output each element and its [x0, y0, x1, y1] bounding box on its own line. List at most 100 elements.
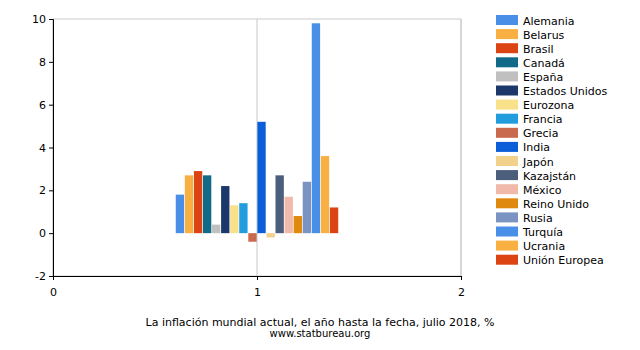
legend-swatch: [496, 71, 518, 81]
grid-line: [461, 19, 462, 276]
legend-swatch: [496, 29, 518, 39]
legend-label: Belarus: [523, 29, 565, 42]
tick: 2: [39, 184, 53, 197]
legend-item: Reino Unido: [496, 198, 589, 211]
legend-label: Japón: [522, 156, 554, 169]
bar: [185, 175, 193, 233]
tick-mark: [49, 19, 53, 20]
tick-label: 4: [39, 142, 46, 155]
bar: [239, 203, 247, 233]
tick-label: 0: [39, 227, 46, 240]
legend-label: Rusia: [523, 212, 553, 225]
bars: [176, 23, 338, 241]
bar: [303, 182, 311, 233]
tick-mark: [49, 190, 53, 191]
tick-label: -2: [35, 270, 46, 283]
bar: [230, 205, 238, 233]
legend-label: Alemania: [523, 15, 575, 28]
legend-item: Estados Unidos: [496, 85, 607, 98]
grid: [53, 19, 461, 276]
tick-mark: [49, 105, 53, 106]
tick-label: 8: [39, 56, 46, 69]
bar: [203, 175, 211, 233]
bar: [212, 225, 220, 234]
legend-label: Eurozona: [523, 99, 574, 112]
axis-line: [49, 20, 54, 277]
tick-label: 2: [458, 286, 465, 299]
tick-mark: [53, 276, 54, 280]
y-axis: -2 0 2 4 6 8 10: [32, 13, 54, 283]
tick-label: 0: [50, 286, 57, 299]
legend-item: Eurozona: [496, 99, 574, 112]
bar: [275, 175, 283, 233]
legend-item: Alemania: [496, 15, 575, 28]
tick: 0: [39, 227, 53, 240]
legend-label: Francia: [523, 113, 563, 126]
axis-line: [54, 277, 462, 281]
legend-label: España: [523, 71, 563, 84]
bar: [330, 207, 338, 233]
tick: 4: [39, 142, 53, 155]
tick: 10: [32, 13, 53, 26]
tick-label: 10: [32, 13, 46, 26]
legend-item: Grecia: [496, 127, 558, 140]
bar: [312, 23, 320, 233]
legend-swatch: [496, 241, 518, 251]
grid-line: [257, 19, 258, 276]
bar: [176, 195, 184, 234]
legend-swatch: [496, 142, 518, 152]
legend-swatch: [496, 128, 518, 138]
tick-label: 1: [254, 286, 261, 299]
plot-frame: [53, 19, 461, 276]
tick-mark: [461, 276, 462, 280]
tick-label: 6: [39, 99, 46, 112]
legend-label: México: [523, 184, 562, 197]
subtitle: www.statbureau.org: [270, 328, 371, 339]
tick-mark: [49, 276, 53, 277]
tick-mark: [49, 62, 53, 63]
bar: [321, 156, 329, 233]
legend-item: Unión Europea: [496, 254, 604, 267]
legend: AlemaniaBelarusBrasilCanadáEspañaEstados…: [496, 15, 607, 268]
legend-label: Grecia: [523, 127, 558, 140]
legend-label: Kazajstán: [523, 170, 576, 183]
legend-label: Reino Unido: [523, 198, 589, 211]
legend-item: México: [496, 184, 562, 197]
legend-item: Francia: [496, 113, 563, 126]
legend-item: Belarus: [496, 29, 565, 42]
legend-swatch: [496, 43, 518, 53]
legend-swatch: [496, 15, 518, 25]
bar: [294, 216, 302, 233]
tick-mark: [49, 148, 53, 149]
legend-swatch: [496, 170, 518, 180]
legend-swatch: [496, 57, 518, 67]
bar: [266, 233, 274, 237]
x-axis: 0 1 2: [50, 276, 465, 299]
legend-label: Canadá: [523, 57, 565, 70]
legend-swatch: [496, 255, 518, 265]
legend-label: India: [523, 141, 550, 154]
legend-label: Estados Unidos: [523, 85, 607, 98]
bar: [221, 186, 229, 233]
legend-label: Ucrania: [523, 240, 565, 253]
legend-swatch: [496, 100, 518, 110]
tick-mark: [49, 233, 53, 234]
legend-item: Turquía: [496, 226, 563, 239]
tick-mark: [257, 276, 258, 280]
legend-label: Unión Europea: [523, 254, 604, 267]
tick-label: 2: [39, 184, 46, 197]
legend-item: España: [496, 71, 563, 84]
bar: [194, 171, 202, 233]
bar: [285, 197, 293, 233]
legend-label: Brasil: [523, 43, 554, 56]
tick: 2: [458, 276, 465, 299]
legend-item: Brasil: [496, 43, 554, 56]
legend-swatch: [496, 198, 518, 208]
legend-label: Turquía: [522, 226, 563, 239]
legend-swatch: [496, 114, 518, 124]
legend-item: India: [496, 141, 550, 154]
legend-swatch: [496, 184, 518, 194]
legend-item: Ucrania: [496, 240, 565, 253]
tick: -2: [35, 270, 53, 283]
legend-item: Kazajstán: [496, 170, 576, 183]
